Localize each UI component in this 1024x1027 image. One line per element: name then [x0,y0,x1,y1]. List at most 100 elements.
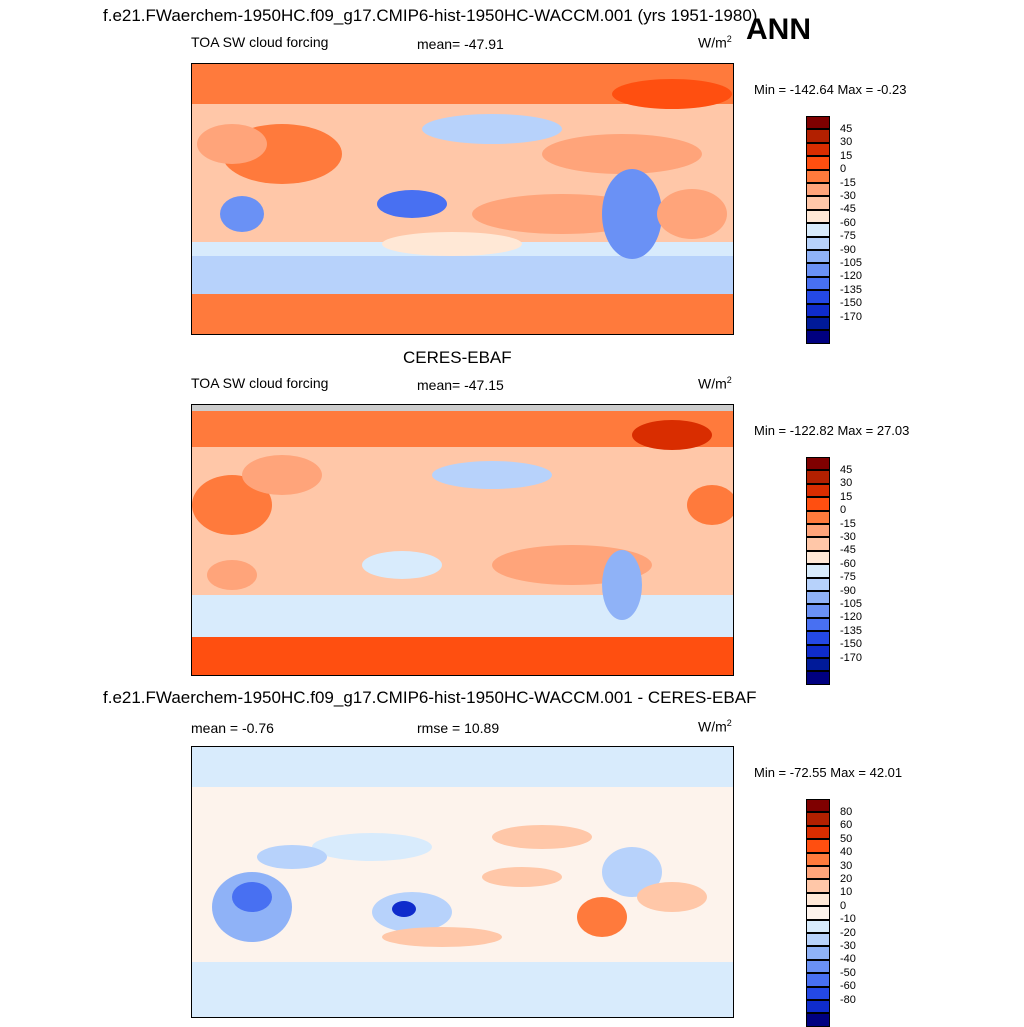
colorbar-cell [806,564,830,578]
colorbar-cell [806,973,830,987]
colorbar-cell [806,577,830,591]
panel1-units: W/m2 [698,34,732,51]
colorbar-tick-label: -80 [840,993,856,1006]
colorbar-cell [806,866,830,880]
colorbar-cell [806,839,830,853]
colorbar-tick-label: 0 [840,899,847,912]
colorbar-cell [806,497,830,511]
colorbar-tick-label: -30 [840,530,856,543]
colorbar-tick-label: 15 [840,490,853,503]
colorbar-tick-label: -150 [840,638,863,651]
colorbar-cell [806,591,830,605]
colorbar-tick-label: 0 [840,504,847,517]
panel2-units: W/m2 [698,375,732,392]
colorbar-tick-label: -135 [840,283,863,296]
colorbar-tick-label: 30 [840,136,853,149]
colorbar-cell [806,671,830,685]
panel1-variable-label: TOA SW cloud forcing [191,34,329,50]
colorbar-tick-label: -10 [840,913,856,926]
colorbar-tick-label: 15 [840,149,853,162]
colorbar-tick-label: -135 [840,624,863,637]
colorbar-cell [806,250,830,264]
colorbar-tick-label: -60 [840,557,856,570]
colorbar-tick-label: 45 [840,122,853,135]
colorbar-tick-label: 20 [840,872,853,885]
season-label: ANN [746,13,811,46]
colorbar-tick-label: 10 [840,886,853,899]
colorbar-cell [806,470,830,484]
colorbar-tick-label: -170 [840,310,863,323]
main-title: f.e21.FWaerchem-1950HC.f09_g17.CMIP6-his… [103,6,758,25]
colorbar-tick-label: -120 [840,611,863,624]
colorbar-cell [806,317,830,331]
panel2-map-svg [192,405,733,675]
colorbar-cell [806,959,830,974]
colorbar-cell [806,879,830,893]
colorbar-cell [806,799,830,813]
colorbar-cell [806,1000,830,1014]
colorbar-tick-label: -170 [840,651,863,664]
colorbar-cell [806,223,830,237]
colorbar-tick-label: -90 [840,243,856,256]
colorbar-cell [806,892,830,907]
colorbar-tick-label: -105 [840,597,863,610]
colorbar-tick-label: 80 [840,805,853,818]
colorbar-cell [806,303,830,317]
colorbar-tick-label: -45 [840,544,856,557]
colorbar-tick-label: 30 [840,477,853,490]
colorbar-tick-label: 60 [840,819,853,832]
panel3-units: W/m2 [698,718,732,735]
panel3-map [191,746,734,1018]
colorbar-cell [806,631,830,645]
panel2-title: CERES-EBAF [403,348,512,367]
colorbar-cell [806,510,830,524]
colorbar-tick-label: -60 [840,980,856,993]
panel2-mean: mean= -47.15 [417,377,504,393]
colorbar-tick-label: 30 [840,859,853,872]
colorbar-tick-label: -60 [840,216,856,229]
colorbar-tick-label: -120 [840,270,863,283]
panel2-minmax: Min = -122.82 Max = 27.03 [754,423,910,438]
colorbar-tick-label: -20 [840,926,856,939]
colorbar-cell [806,236,830,250]
colorbar-tick-label: -105 [840,256,863,269]
colorbar-cell [806,330,830,344]
colorbar-cell [806,457,830,471]
colorbar-cell [806,852,830,866]
colorbar-cell [806,986,830,1000]
colorbar-tick-label: 0 [840,163,847,176]
colorbar-cell [806,290,830,304]
colorbar-tick-label: -30 [840,939,856,952]
colorbar-cell [806,209,830,224]
panel3-title: f.e21.FWaerchem-1950HC.f09_g17.CMIP6-his… [103,688,757,707]
colorbar-cell [806,550,830,565]
panel1-minmax: Min = -142.64 Max = -0.23 [754,82,907,97]
colorbar-cell [806,116,830,130]
panel2-map [191,404,734,676]
colorbar-cell [806,129,830,143]
colorbar-cell [806,933,830,947]
panel3-rmse: rmse = 10.89 [417,720,500,736]
panel3-map-svg [192,747,733,1017]
panel2-colorbar: 45 30 15 0 -15 -30 -45 -60 -75 -90 -105 -120 -135 -15… [806,457,876,685]
colorbar-cell [806,169,830,183]
colorbar-cell [806,483,830,498]
panel1-mean: mean= -47.91 [417,36,504,52]
panel3-minmax: Min = -72.55 Max = 42.01 [754,765,903,780]
colorbar-tick-label: -30 [840,189,856,202]
colorbar-tick-label: -90 [840,584,856,597]
colorbar-tick-label: -150 [840,297,863,310]
colorbar-cell [806,276,830,291]
colorbar-cell [806,1013,830,1027]
colorbar-cell [806,537,830,551]
colorbar-tick-label: -50 [840,966,856,979]
panel2-variable-label: TOA SW cloud forcing [191,375,329,391]
panel1-map [191,63,734,335]
colorbar-tick-label: -75 [840,230,856,243]
colorbar-cell [806,617,830,632]
panel1-map-svg [192,64,733,334]
colorbar-cell [806,183,830,197]
colorbar-cell [806,644,830,658]
colorbar-cell [806,812,830,826]
colorbar-cell [806,196,830,210]
